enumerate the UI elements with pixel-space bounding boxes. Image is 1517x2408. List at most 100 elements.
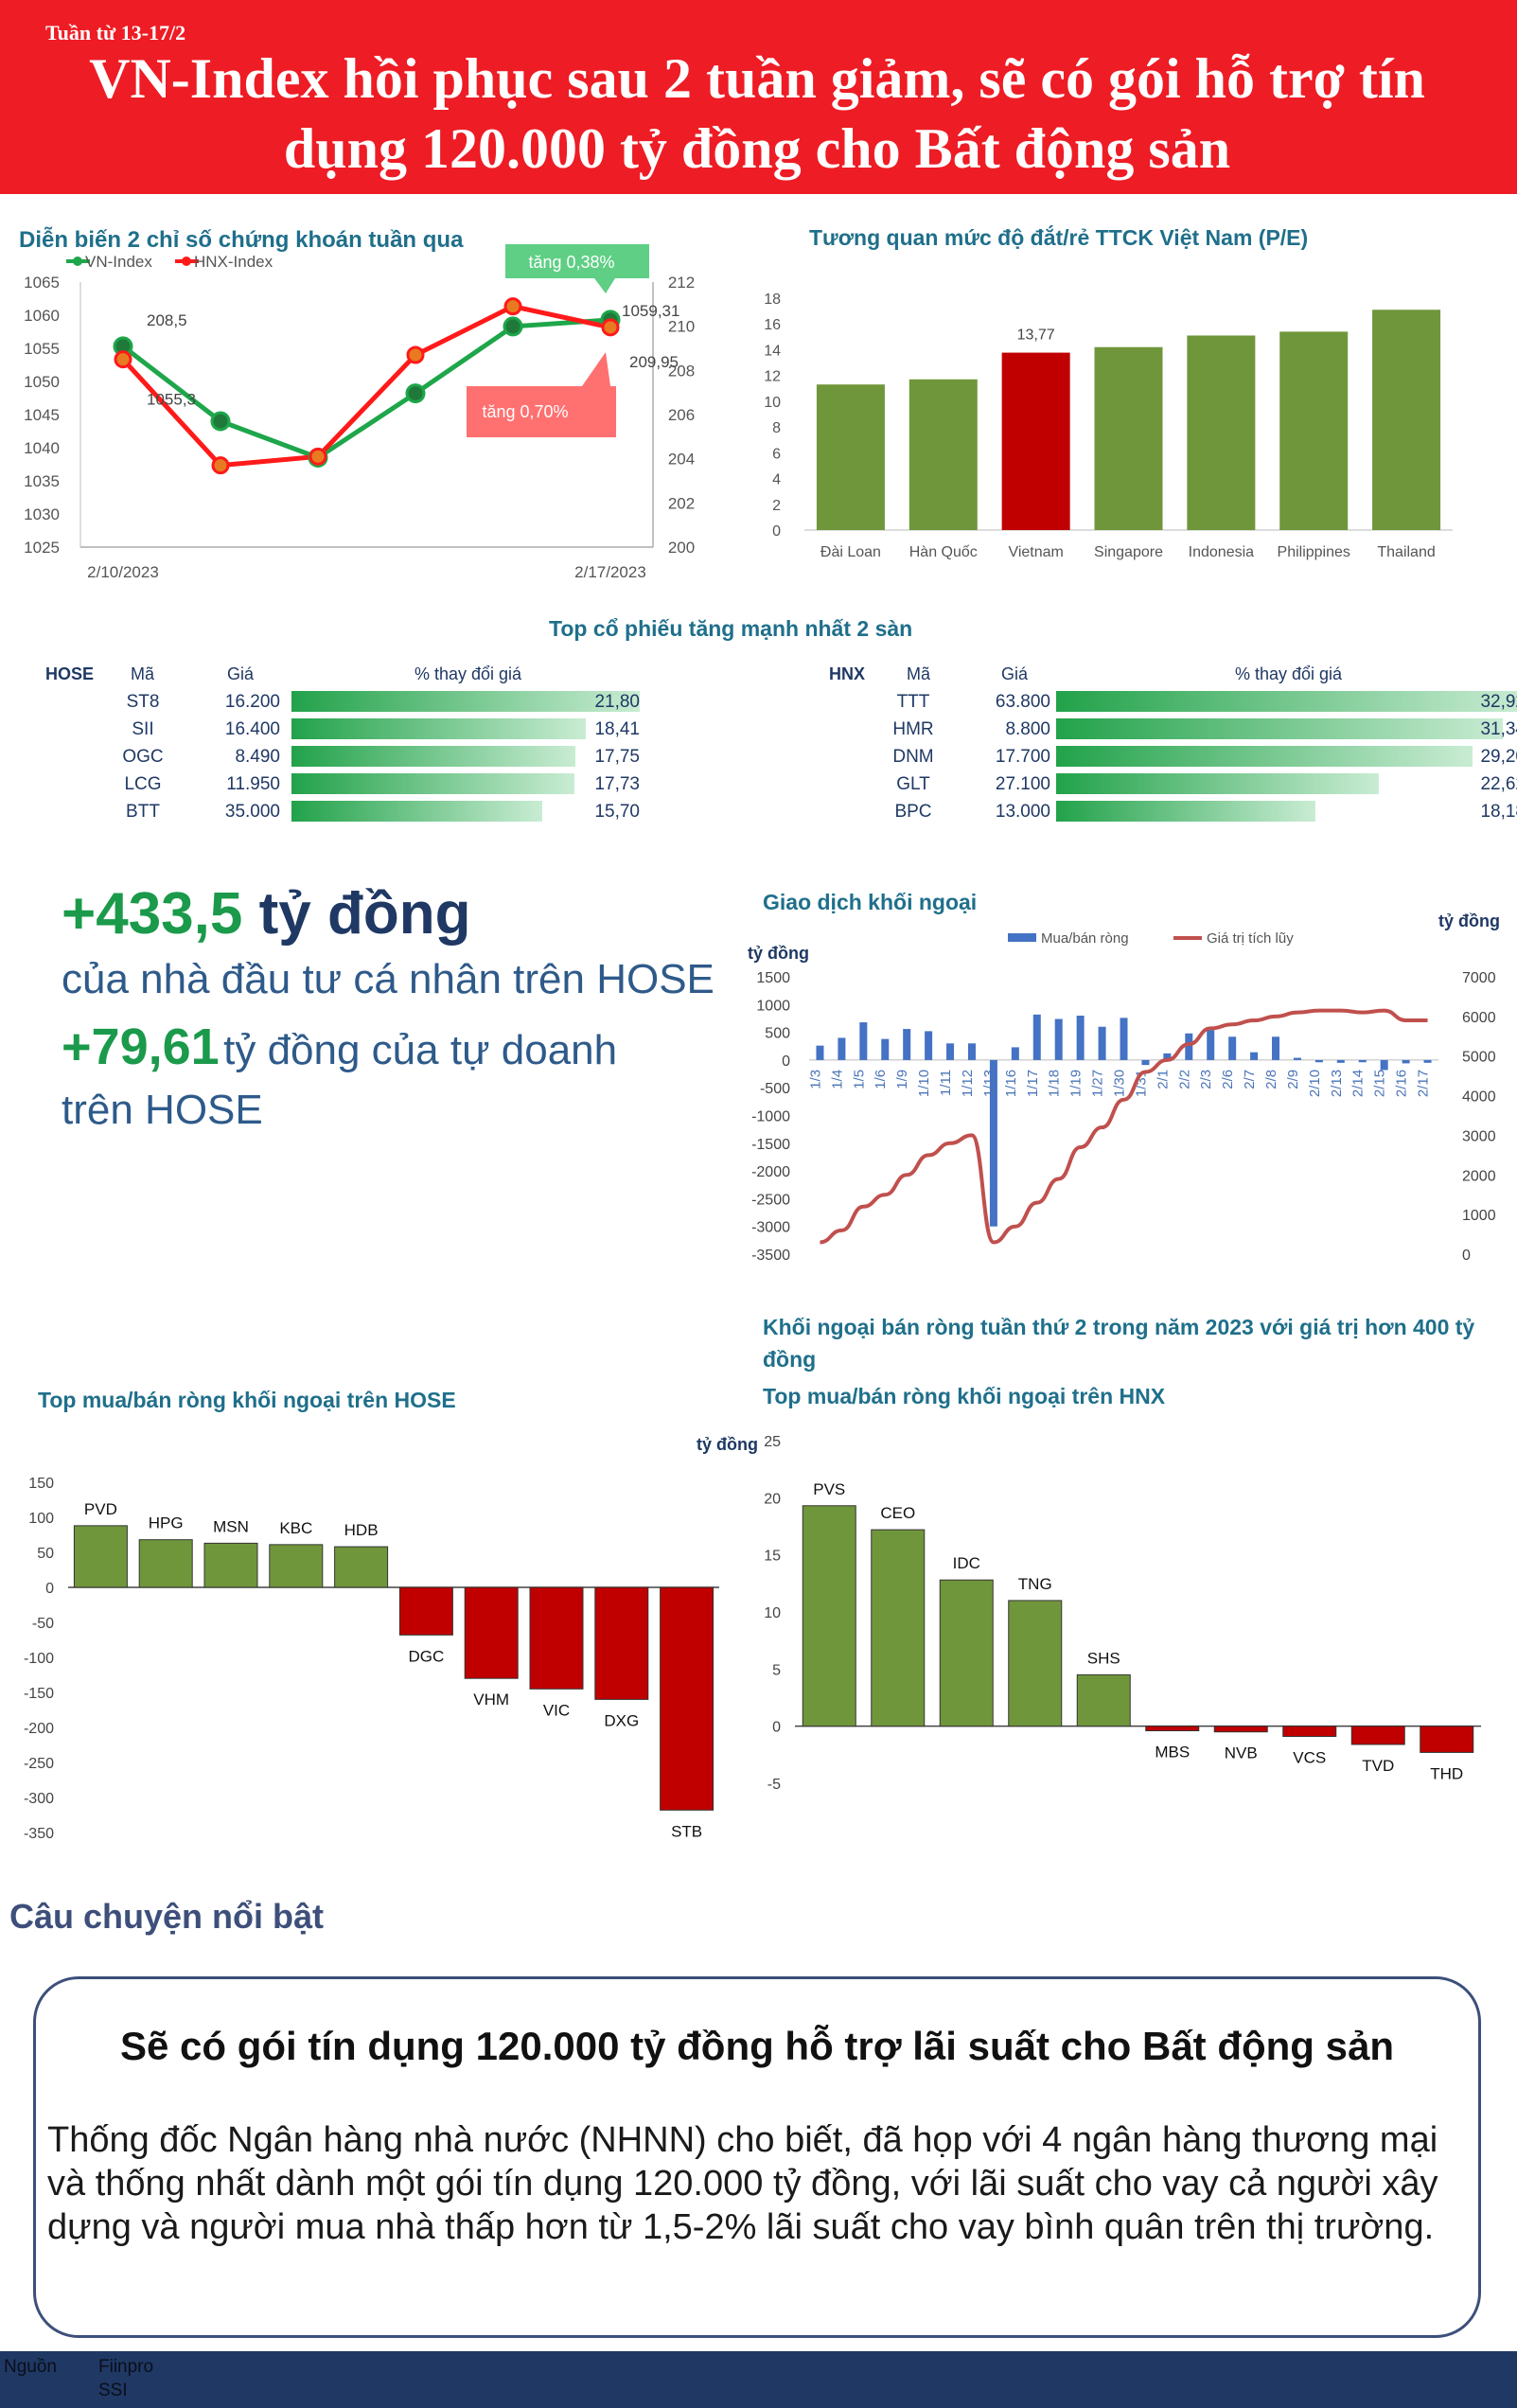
gainer-row: LCG 11.950 17,73 [0, 771, 662, 796]
hose-label: PVD [84, 1500, 117, 1518]
label-hnx-start: 1055,3 [147, 391, 196, 409]
gainer-row: BTT 35.000 15,70 [0, 799, 662, 823]
fx-bar [859, 1022, 868, 1060]
idx-ytick-left: 1050 [24, 373, 60, 391]
fx-xtick: 1/30 [1112, 1070, 1128, 1097]
pe-chart: 0 2 4 6 8 10 12 14 16 18 Đài Loan Hàn Quốc Vietnam 13… [764, 292, 1453, 560]
idx-ytick-right: 208 [668, 362, 695, 380]
idx-ytick-right: 204 [668, 451, 695, 469]
pe-bar [1372, 310, 1441, 530]
idx-xtick: 2/17/2023 [574, 563, 646, 581]
story-body: Thống đốc Ngân hàng nhà nước (NHNN) cho … [47, 2120, 1438, 2247]
legend-hnx-label: HNX-Index [194, 253, 273, 271]
hose-bar [269, 1544, 324, 1588]
fx-ytick-left: -2000 [751, 1164, 790, 1180]
proprietary-desc: trên HOSE [62, 1087, 263, 1133]
fx-xtick: 1/18 [1047, 1070, 1063, 1097]
hose-label: DXG [604, 1711, 639, 1729]
hose-foreign-chart: -350 -300 -250 -200 -150 -100 -50 0 50 100 150 PVD H… [24, 1476, 719, 1842]
hnx-bar [1282, 1726, 1337, 1738]
proprietary-figure: +79,61 tỷ đồng của tự doanh [62, 1018, 617, 1076]
gainer-code: BPC [894, 802, 932, 822]
page-title: VN-Index hồi phục sau 2 tuần giảm, sẽ có… [89, 47, 1425, 180]
hose-col-code: Mã [131, 664, 155, 683]
gainer-price: 8.490 [235, 747, 280, 767]
pe-xtick: Hàn Quốc [909, 544, 978, 560]
gainer-row: DNM 17.700 29,20 [0, 744, 1517, 769]
hose-bar [464, 1586, 519, 1679]
foreign-left-unit: tỷ đồng [748, 944, 809, 963]
gainer-code: HMR [892, 719, 934, 739]
hnx-label: MBS [1155, 1743, 1190, 1761]
top-gainers-title: Top cổ phiếu tăng mạnh nhất 2 sàn [549, 616, 913, 641]
proprietary-unit: tỷ đồng của tự doanh [223, 1027, 618, 1073]
hose-ytick: -250 [24, 1756, 54, 1772]
idx-ytick-right: 200 [668, 539, 695, 557]
hnx-ytick: 10 [764, 1605, 781, 1621]
idx-ytick-left: 1035 [24, 472, 60, 490]
pe-xtick: Singapore [1094, 544, 1163, 560]
fx-xtick: 1/6 [873, 1070, 889, 1089]
gainer-bar [1056, 691, 1517, 712]
hose-bar [203, 1542, 258, 1588]
pe-ytick: 8 [772, 420, 781, 436]
label-vn-start: 208,5 [147, 311, 187, 329]
hose-bar [398, 1586, 453, 1636]
fx-xtick: 1/3 [807, 1070, 823, 1089]
fx-bar [1098, 1026, 1106, 1060]
hnx-bar [1420, 1726, 1474, 1753]
fx-ytick-left: 1500 [756, 970, 790, 986]
fx-xtick: 2/17 [1416, 1070, 1432, 1097]
hnx-col-code: Mã [907, 664, 931, 683]
hnx-col-price: Giá [1001, 664, 1029, 683]
hnx-index-point [211, 456, 230, 475]
hose-bar [594, 1586, 649, 1700]
gainer-bar [1056, 718, 1504, 739]
gainer-price: 35.000 [224, 802, 280, 822]
hnx-label: TNG [1018, 1575, 1052, 1593]
hnx-label: CEO [880, 1504, 915, 1522]
fx-bar [1336, 1059, 1345, 1063]
hose-ytick: -200 [24, 1721, 54, 1737]
hose-label: HPG [149, 1514, 184, 1532]
fx-xtick: 1/12 [960, 1070, 976, 1097]
fx-ytick-right: 3000 [1462, 1128, 1496, 1144]
pe-chart-title: Tương quan mức độ đắt/rẻ TTCK Việt Nam (… [809, 225, 1309, 250]
fx-bar [1423, 1059, 1432, 1063]
fx-xtick: 2/6 [1220, 1070, 1236, 1089]
idx-xtick: 2/10/2023 [87, 563, 159, 581]
hose-label: DGC [409, 1647, 445, 1665]
gainer-pct: 32,92 [1480, 692, 1517, 712]
fx-bar [1250, 1052, 1259, 1060]
fx-xtick: 1/17 [1025, 1070, 1041, 1097]
gainer-price: 27.100 [995, 774, 1050, 794]
legend-vn-label: VN-Index [85, 253, 152, 271]
fx-bar [1402, 1059, 1410, 1064]
gainer-row: GLT 27.100 22,62 [0, 771, 1517, 796]
gainer-bar [291, 718, 586, 739]
fx-xtick: 2/3 [1198, 1070, 1214, 1089]
gainer-price: 11.950 [226, 774, 280, 794]
hnx-bar [1350, 1726, 1405, 1745]
fx-xtick: 1/4 [829, 1070, 845, 1089]
fx-xtick: 2/1 [1155, 1070, 1171, 1089]
gainer-pct: 31,34 [1480, 719, 1517, 739]
fx-xtick: 1/5 [851, 1070, 867, 1089]
fx-xtick: 1/10 [916, 1070, 932, 1097]
fx-bar [1185, 1033, 1193, 1060]
pe-data-label: 13,77 [1017, 328, 1055, 344]
hose-foreign-title: Top mua/bán ròng khối ngoại trên HOSE [38, 1388, 456, 1412]
gainer-bar [291, 801, 543, 822]
gainer-code: DNM [892, 747, 934, 767]
gainer-code: OGC [122, 747, 164, 767]
gainer-row: ST8 16.200 21,80 [0, 689, 662, 714]
gainer-price: 63.800 [995, 692, 1050, 712]
gainer-pct: 18,18 [1480, 802, 1517, 822]
hnx-label: SHS [1087, 1649, 1120, 1667]
gainer-bar [1056, 773, 1379, 794]
pe-bar [816, 384, 885, 530]
hnx-ytick: 5 [772, 1662, 781, 1678]
footer-bar [0, 2351, 1517, 2408]
gainer-code: GLT [896, 774, 930, 794]
callout-up-text: tăng 0,38% [528, 253, 614, 272]
